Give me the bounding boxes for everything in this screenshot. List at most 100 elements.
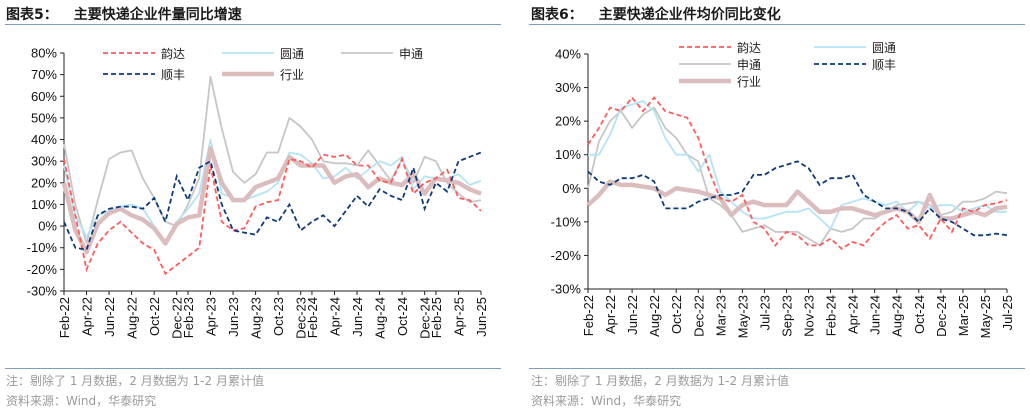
series-line-yto — [63, 138, 482, 245]
legend-item-yto: 圆通 — [222, 47, 304, 61]
legend-item-sto: 申通 — [341, 47, 423, 61]
x-tick-label: May-25 — [978, 295, 993, 338]
x-tick-label: Dec-23 — [294, 297, 309, 339]
x-tick-label: Apr-25 — [451, 297, 466, 336]
y-tick-label: 30% — [555, 80, 581, 95]
series-line-industry — [586, 179, 1008, 225]
series-line-yto — [588, 100, 1007, 230]
legend-label: 韵达 — [737, 40, 761, 55]
series-line-yunda — [63, 153, 482, 276]
legend-label: 顺丰 — [161, 68, 185, 82]
x-tick-label: Apr-22 — [80, 297, 95, 336]
chart-note: 注：剔除了 1 月数据，2 月数据为 1-2 月累计值 — [531, 374, 789, 388]
x-tick-label: Apr-22 — [603, 295, 618, 334]
x-tick-label: Oct-24 — [912, 295, 927, 334]
y-tick-label: 20% — [31, 175, 57, 190]
legend-item-sf: 顺丰 — [814, 58, 896, 72]
legend-label: 行业 — [737, 75, 761, 89]
legend-item-industry: 行业 — [679, 75, 761, 89]
y-tick-label: 30% — [31, 154, 57, 169]
y-tick-label: -20% — [551, 248, 582, 263]
legend-label: 申通 — [737, 58, 761, 72]
y-tick-label: 70% — [31, 67, 57, 82]
x-tick-label: Aug-24 — [373, 297, 388, 339]
y-tick-label: -30% — [27, 284, 58, 299]
y-tick-label: 10% — [555, 147, 581, 162]
volume-growth-chart: 80%70%60%50%40%30%20%10%0%-10%-20%-30%Fe… — [27, 46, 489, 339]
figure-label: 图表6： — [531, 7, 583, 23]
figure-title: 图表6： 主要快递企业件均价同比变化 — [531, 4, 781, 24]
legend-item-yto: 圆通 — [814, 41, 896, 55]
chart-note: 注：剔除了 1 月数据，2 月数据为 1-2 月累计值 — [6, 374, 264, 388]
x-tick-label: Nov-23 — [802, 295, 817, 337]
x-tick-label: Mar-23 — [713, 295, 728, 336]
y-tick-label: -30% — [551, 282, 582, 297]
x-tick-label: Feb-23 — [181, 297, 196, 338]
legend-label: 行业 — [280, 68, 304, 82]
x-tick-label: Feb-22 — [57, 297, 72, 338]
legend-label: 韵达 — [161, 46, 185, 61]
x-tick-label: Aug-23 — [249, 297, 264, 339]
x-tick-label: Apr-24 — [846, 295, 861, 334]
figure-6-panel: 图表6： 主要快递企业件均价同比变化 40% 30% 20% 10% 0% -10% -20%… — [515, 0, 1030, 413]
legend-label: 申通 — [399, 47, 423, 61]
legend-item-sto: 申通 — [679, 58, 761, 72]
x-tick-label: Oct-22 — [147, 297, 162, 336]
x-tick-label: Jun-24 — [868, 295, 883, 335]
x-tick-label: Jul-25 — [1000, 295, 1015, 330]
x-tick-label: Jun-24 — [350, 297, 365, 337]
legend-label: 顺丰 — [872, 58, 896, 72]
x-tick-label: Aug-24 — [890, 295, 905, 337]
title-divider — [5, 24, 501, 25]
legend-item-yunda: 韵达 — [679, 40, 761, 55]
chart-source: 资料来源：Wind，华泰研究 — [531, 394, 682, 408]
y-tick-label: 60% — [31, 89, 57, 104]
x-tick-label: Dec-22 — [691, 295, 706, 337]
x-tick-label: Dec-24 — [418, 297, 433, 339]
chart-source: 资料来源：Wind，华泰研究 — [6, 394, 157, 408]
title-divider — [529, 24, 1025, 25]
x-tick-label: Oct-23 — [271, 297, 286, 336]
x-tick-label: Feb-24 — [824, 295, 839, 336]
x-tick-label: Jun-25 — [474, 297, 489, 337]
x-tick-label: Jul-23 — [757, 295, 772, 330]
y-tick-label: -10% — [27, 240, 58, 255]
legend-item-industry: 行业 — [222, 68, 304, 82]
x-tick-label: Oct-24 — [395, 297, 410, 336]
x-tick-label: Jun-22 — [102, 297, 117, 337]
figure-5-panel: 图表5： 主要快递企业件量同比增速 80% 70% 60% 50% 40% 30% 20% 10… — [5, 7, 501, 408]
series-line-sto — [63, 75, 482, 245]
series-line-sf — [587, 160, 1008, 237]
figure-title-text: 主要快递企业件量同比增速 — [73, 7, 242, 23]
series-line-yunda — [587, 96, 1008, 250]
unit-price-change-chart: 40% 30% 20% 10% 0% -10% -20% -30%Feb-22 Apr-22 Ju… — [551, 40, 1015, 338]
y-tick-label: 50% — [31, 110, 57, 125]
y-tick-label: 80% — [31, 46, 57, 61]
notes-divider — [5, 368, 501, 369]
y-tick-label: 20% — [555, 114, 581, 129]
y-tick-label: 40% — [555, 47, 581, 62]
y-tick-label: 10% — [31, 197, 57, 212]
legend-item-yunda: 韵达 — [103, 46, 185, 61]
x-tick-label: Mar-25 — [956, 295, 971, 336]
figure-label: 图表5： — [6, 7, 58, 23]
y-tick-label: -20% — [27, 262, 58, 277]
x-tick-label: Aug-22 — [125, 297, 140, 339]
y-tick-label: 40% — [31, 132, 57, 147]
y-tick-label: 0% — [562, 181, 581, 196]
series-line-sto — [587, 106, 1008, 247]
x-tick-label: Feb-22 — [581, 295, 596, 336]
x-tick-label: Jun-23 — [226, 297, 241, 337]
legend-label: 圆通 — [280, 47, 304, 61]
figure-title-text: 主要快递企业件均价同比变化 — [598, 7, 781, 23]
y-tick-label: 0% — [38, 219, 57, 234]
x-tick-label: Apr-23 — [204, 297, 219, 336]
legend-label: 圆通 — [872, 41, 896, 55]
x-tick-label: Jun-22 — [625, 295, 640, 335]
series-line-sf — [63, 151, 482, 251]
x-tick-label: May-23 — [735, 295, 750, 338]
x-tick-label: Apr-24 — [327, 297, 342, 336]
x-tick-label: Feb-25 — [429, 297, 444, 338]
x-tick-label: Feb-24 — [305, 297, 320, 338]
